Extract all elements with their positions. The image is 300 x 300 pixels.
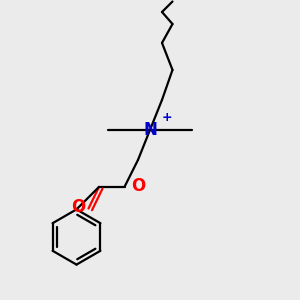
Text: +: + (162, 111, 173, 124)
Text: O: O (71, 198, 85, 216)
Text: N: N (143, 121, 157, 139)
Text: O: O (131, 177, 145, 195)
